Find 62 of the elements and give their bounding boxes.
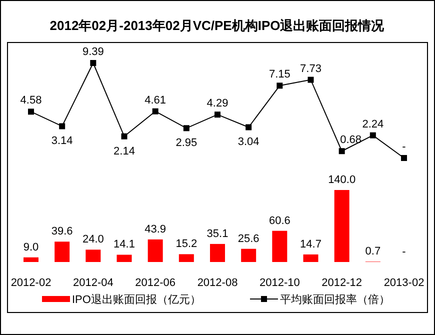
point	[121, 133, 128, 140]
x-tick-label: 2012-10	[259, 277, 300, 289]
point	[152, 108, 158, 114]
point	[214, 112, 220, 118]
bar	[210, 244, 225, 262]
data-label: 2.95	[176, 137, 198, 150]
point	[370, 132, 376, 138]
data-label: 9.0	[23, 241, 39, 254]
data-label: 4.58	[20, 94, 42, 107]
point	[90, 60, 96, 66]
data-label: 60.6	[268, 214, 290, 227]
point	[28, 108, 34, 115]
bar	[54, 242, 70, 262]
data-label: 2.14	[114, 145, 135, 158]
bar	[241, 248, 256, 262]
data-label: 3.14	[51, 135, 73, 148]
x-tick-label: 2012-12	[322, 277, 362, 289]
data-label: 39.6	[51, 226, 73, 238]
legend: IPO退出账面回报（亿元）	[42, 294, 201, 306]
bar	[272, 230, 288, 262]
data-label: 0.68	[340, 134, 362, 146]
bar	[303, 254, 318, 262]
data-label: 4.61	[144, 94, 166, 106]
data-label: 43.9	[144, 223, 166, 236]
x-tick-label: 2012-06	[135, 277, 176, 289]
x-tick-label: 2013-02	[384, 277, 424, 289]
data-label: 3.04	[238, 136, 260, 148]
data-label: 7.73	[300, 62, 322, 75]
data-label: 24.0	[82, 234, 104, 246]
data-label: -	[402, 141, 406, 153]
point	[59, 123, 66, 130]
x-tick-label: 2012-04	[72, 277, 114, 289]
data-label: 14.7	[300, 238, 322, 250]
bar	[86, 250, 101, 262]
data-label: 35.1	[206, 228, 228, 240]
data-label: 4.29	[206, 98, 228, 110]
data-label: 9.39	[82, 46, 104, 58]
point	[183, 125, 190, 132]
legend-label: 平均账面回报率（倍）	[280, 293, 390, 306]
x-tick-label: 2012-08	[197, 277, 238, 289]
data-label: 14.1	[114, 238, 135, 251]
chart-title: 2012年02月-2013年02月VC/PE机构IPO退出账面回报情况	[50, 18, 386, 33]
legend: 平均账面回报率（倍）	[250, 294, 390, 306]
bar	[24, 257, 38, 262]
legend-label: IPO退出账面回报（亿元）	[72, 293, 201, 306]
bar	[116, 254, 132, 262]
bar	[148, 239, 163, 262]
point	[246, 124, 252, 130]
bar	[334, 190, 350, 262]
data-label: 25.6	[238, 232, 260, 245]
point	[276, 82, 283, 89]
data-label: 15.2	[176, 238, 198, 250]
point	[338, 148, 345, 154]
data-label: 2.24	[362, 118, 384, 130]
bar	[178, 254, 194, 262]
point	[401, 155, 407, 161]
data-label: 0.7	[365, 246, 381, 258]
text: -	[402, 246, 406, 258]
point	[308, 76, 314, 83]
x-tick-label: 2012-02	[10, 277, 52, 289]
data-label: 140.0	[328, 174, 356, 186]
data-label: 7.15	[268, 68, 290, 81]
